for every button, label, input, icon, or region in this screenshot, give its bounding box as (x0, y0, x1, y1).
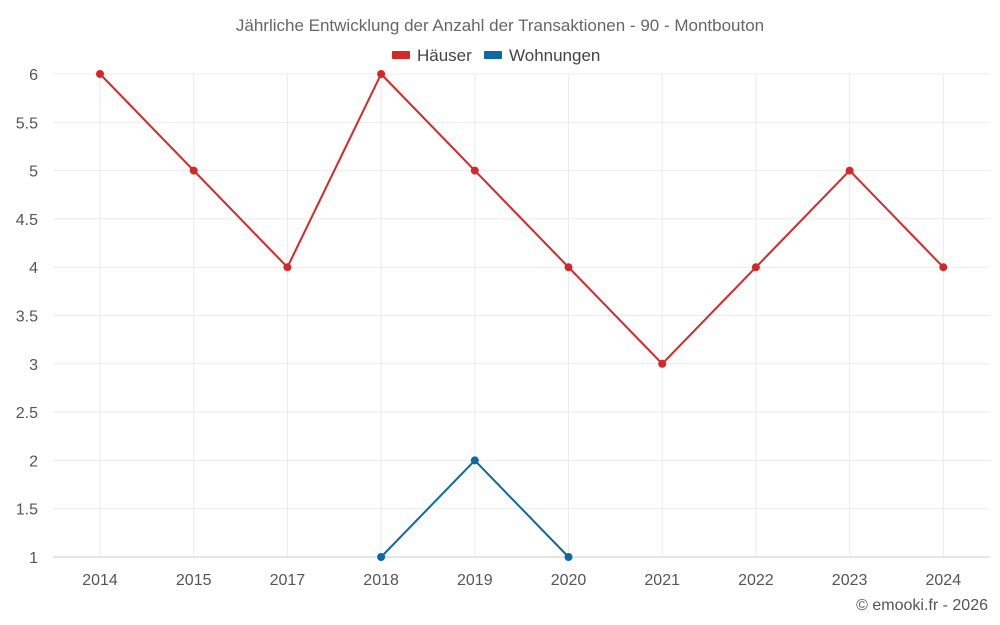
x-tick-label: 2018 (363, 572, 399, 589)
series-haeuser (96, 70, 948, 368)
data-point-haeuser[interactable] (470, 166, 479, 175)
data-point-haeuser[interactable] (283, 263, 292, 272)
legend-label-wohnungen: Wohnungen (509, 46, 600, 65)
y-tick-label: 3.5 (16, 309, 38, 326)
y-tick-label: 2 (29, 453, 38, 470)
y-gridlines (53, 73, 990, 510)
y-tick-label: 5.5 (16, 115, 38, 132)
data-point-wohnungen[interactable] (564, 553, 573, 561)
legend-item-wohnungen[interactable]: Wohnungen (484, 46, 600, 65)
x-tick-label: 2022 (738, 572, 774, 589)
x-axis-ticks: 2014 2015 2017 2018 2019 2020 2021 2022 2023 2024 (82, 572, 961, 589)
x-gridlines (99, 74, 944, 557)
legend: Häuser Wohnungen (392, 46, 600, 65)
x-tick-label: 2014 (82, 572, 118, 589)
data-point-wohnungen[interactable] (377, 553, 386, 561)
series-line-haeuser (99, 73, 945, 365)
y-tick-label: 1.5 (16, 502, 38, 519)
y-tick-label: 4.5 (16, 212, 38, 229)
chart-title: Jährliche Entwicklung der Anzahl der Tra… (236, 16, 764, 35)
legend-swatch-haeuser (392, 51, 410, 59)
y-tick-label: 2.5 (16, 405, 38, 422)
y-tick-label: 1 (29, 550, 38, 567)
data-point-haeuser[interactable] (564, 263, 573, 272)
data-point-haeuser[interactable] (189, 166, 198, 175)
legend-label-haeuser: Häuser (417, 46, 472, 65)
data-point-haeuser[interactable] (658, 359, 667, 368)
x-tick-label: 2020 (551, 572, 587, 589)
y-axis-ticks: 1 1.5 2 2.5 3 3.5 4 4.5 5 5.5 6 (16, 67, 38, 567)
data-point-haeuser[interactable] (96, 70, 104, 78)
series-wohnungen (377, 456, 573, 561)
data-point-haeuser[interactable] (939, 263, 948, 272)
x-tick-label: 2015 (176, 572, 212, 589)
data-point-haeuser[interactable] (751, 263, 760, 272)
y-tick-label: 5 (29, 164, 38, 181)
legend-swatch-wohnungen (484, 51, 502, 59)
credit-text: © emooki.fr - 2026 (856, 597, 988, 614)
y-tick-label: 4 (29, 260, 38, 277)
x-tick-label: 2021 (644, 572, 680, 589)
legend-item-haeuser[interactable]: Häuser (392, 46, 472, 65)
x-tick-label: 2024 (926, 572, 962, 589)
x-tick-label: 2017 (270, 572, 306, 589)
data-point-wohnungen[interactable] (470, 456, 479, 465)
series-layer (96, 70, 948, 561)
data-point-haeuser[interactable] (377, 70, 386, 78)
x-tick-label: 2019 (457, 572, 493, 589)
x-tick-label: 2023 (832, 572, 868, 589)
y-tick-label: 6 (29, 67, 38, 84)
data-point-haeuser[interactable] (845, 166, 854, 175)
y-tick-label: 3 (29, 357, 38, 374)
